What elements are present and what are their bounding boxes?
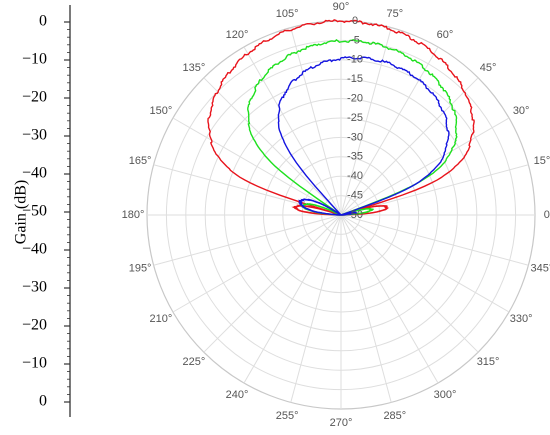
gain-axis: 0 −10 −20 −30 −40 −50 −40 −30 −20 −10 0 Gain (dB) (13, 5, 71, 417)
gain-tick-label: −10 (22, 355, 47, 372)
angle-tick-label: 135° (183, 62, 206, 74)
series-1-side-lobe (291, 204, 342, 216)
angle-labels: 0° 15° 30° 45° 60° 75° 90° 105° 120° 135° 150° 165°… (122, 1, 550, 429)
gain-tick-label: −40 (22, 241, 47, 258)
grid-spoke (340, 77, 479, 216)
radial-tick-label: -20 (347, 93, 363, 105)
angle-tick-label: 90° (333, 1, 350, 13)
grid-spoke (340, 46, 439, 216)
grid-spoke (172, 117, 342, 216)
radial-tick-label: -35 (347, 151, 363, 163)
gain-tick-label: −20 (22, 317, 47, 334)
angle-tick-label: 165° (129, 155, 152, 167)
grid-spoke (340, 214, 510, 313)
series-2-side-lobe (340, 207, 375, 216)
grid-spoke (203, 77, 342, 216)
angle-tick-label: 0° (544, 209, 550, 221)
angle-tick-label: 60° (437, 29, 454, 41)
series-3-side-lobe (297, 198, 342, 216)
grid-spoke (290, 214, 342, 403)
gain-tick-label: 0 (39, 13, 47, 30)
angle-tick-label: 150° (149, 105, 172, 117)
grid-spoke (290, 27, 342, 216)
angle-tick-label: 75° (387, 8, 404, 20)
angle-tick-label: 300° (434, 389, 457, 401)
radial-tick-label: -30 (347, 131, 363, 143)
grid-spoke (340, 214, 529, 266)
grid-spoke (153, 214, 342, 266)
series-2-main-lobe (247, 38, 458, 216)
angle-tick-label: 285° (383, 410, 406, 422)
polar-grid (146, 20, 536, 410)
gain-tick-label: −50 (22, 203, 47, 220)
radial-tick-label: 0 (352, 15, 358, 27)
gain-tick-label: 0 (39, 393, 47, 410)
grid-spoke (203, 214, 342, 353)
angle-tick-label: 45° (480, 62, 497, 74)
angle-tick-label: 120° (226, 29, 249, 41)
radial-tick-label: -25 (347, 112, 363, 124)
angle-tick-label: 315° (477, 356, 500, 368)
angle-tick-label: 225° (183, 356, 206, 368)
series-1-side-lobe (340, 205, 390, 216)
radial-tick-label: -5 (350, 34, 360, 46)
series-layer (207, 19, 475, 216)
radial-tick-label: -15 (347, 73, 363, 85)
grid-spoke (243, 214, 342, 384)
series-3-main-lobe (277, 56, 450, 216)
gain-tick-label: −30 (22, 127, 47, 144)
angle-tick-label: 255° (276, 410, 299, 422)
series-3-side-lobe (340, 211, 358, 216)
radial-labels: 0 -5 -10 -15 -20 -25 -30 -35 -40 -45 -50 (347, 15, 363, 221)
gain-tick-label: −10 (22, 51, 47, 68)
angle-tick-label: 30° (513, 105, 530, 117)
radial-tick-label: -40 (347, 170, 363, 182)
angle-tick-label: 345° (531, 263, 550, 275)
gain-tick-label: −20 (22, 89, 47, 106)
angle-tick-label: 270° (330, 417, 353, 429)
gain-axis-ticks: 0 −10 −20 −30 −40 −50 −40 −30 −20 −10 0 (22, 13, 70, 410)
gain-tick-label: −30 (22, 279, 47, 296)
grid-spoke (340, 214, 479, 353)
radial-tick-label: -45 (347, 190, 363, 202)
grid-spoke (172, 214, 342, 313)
grid-spoke (340, 117, 510, 216)
angle-tick-label: 105° (276, 8, 299, 20)
grid-spoke (340, 214, 439, 384)
angle-tick-label: 330° (510, 313, 533, 325)
grid-spoke (243, 46, 342, 216)
radial-tick-label: -10 (347, 54, 363, 66)
angle-tick-label: 240° (226, 389, 249, 401)
angle-tick-label: 180° (122, 209, 145, 221)
angle-tick-label: 15° (534, 155, 550, 167)
grid-spoke (340, 214, 392, 403)
angle-tick-label: 195° (129, 263, 152, 275)
grid-spoke (340, 27, 392, 216)
series-1-main-lobe (207, 19, 475, 216)
radial-tick-label: -50 (347, 209, 363, 221)
gain-axis-label: Gain (dB) (13, 180, 30, 244)
gain-tick-label: −40 (22, 165, 47, 182)
angle-tick-label: 210° (149, 313, 172, 325)
